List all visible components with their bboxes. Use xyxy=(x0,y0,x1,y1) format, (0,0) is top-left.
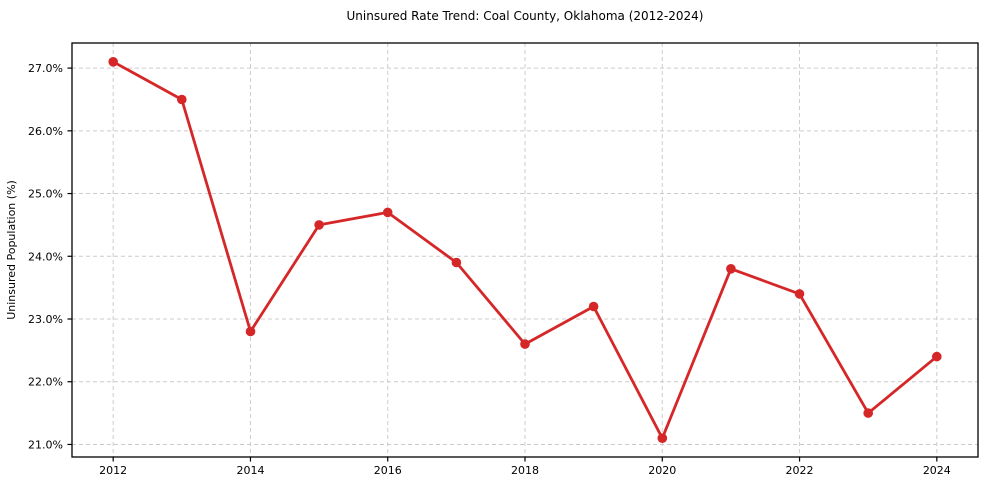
data-point xyxy=(588,301,599,312)
x-tick-label: 2012 xyxy=(99,464,127,477)
data-point xyxy=(657,433,668,444)
x-tick-label: 2014 xyxy=(236,464,264,477)
x-tick-label: 2020 xyxy=(648,464,676,477)
data-point xyxy=(794,289,805,299)
chart-title: Uninsured Rate Trend: Coal County, Oklah… xyxy=(347,9,704,23)
data-point xyxy=(726,264,736,274)
y-tick-label: 24.0% xyxy=(28,250,63,263)
y-tick-label: 23.0% xyxy=(28,313,63,326)
data-point xyxy=(382,207,393,218)
y-axis-label: Uninsured Population (%) xyxy=(5,180,18,320)
x-tick-label: 2016 xyxy=(374,464,402,477)
y-tick-label: 26.0% xyxy=(28,125,63,138)
y-tick-label: 25.0% xyxy=(28,188,63,201)
data-point xyxy=(108,57,118,67)
data-point xyxy=(177,94,187,105)
data-point-markers xyxy=(108,57,942,444)
plot-border xyxy=(71,42,979,458)
data-point xyxy=(520,339,530,349)
data-point xyxy=(932,351,942,362)
x-tick-label: 2022 xyxy=(786,464,814,477)
data-point xyxy=(245,326,256,337)
gridlines xyxy=(72,43,978,457)
y-tick-label: 27.0% xyxy=(28,62,63,75)
x-tick-label: 2018 xyxy=(511,464,539,477)
data-point xyxy=(314,220,324,230)
y-tick-label: 21.0% xyxy=(28,438,63,451)
data-point xyxy=(451,257,462,268)
y-axis-tick-labels: 21.0% 22.0% 23.0% 24.0% 25.0% 26.0% 27.0% xyxy=(28,62,63,451)
y-tick-label: 22.0% xyxy=(28,376,63,389)
axis-tick-marks xyxy=(67,67,938,462)
x-axis-tick-labels: 2012 2014 2016 2018 2020 2022 2024 xyxy=(99,464,951,477)
data-point xyxy=(863,408,873,418)
x-tick-label: 2024 xyxy=(923,464,951,477)
